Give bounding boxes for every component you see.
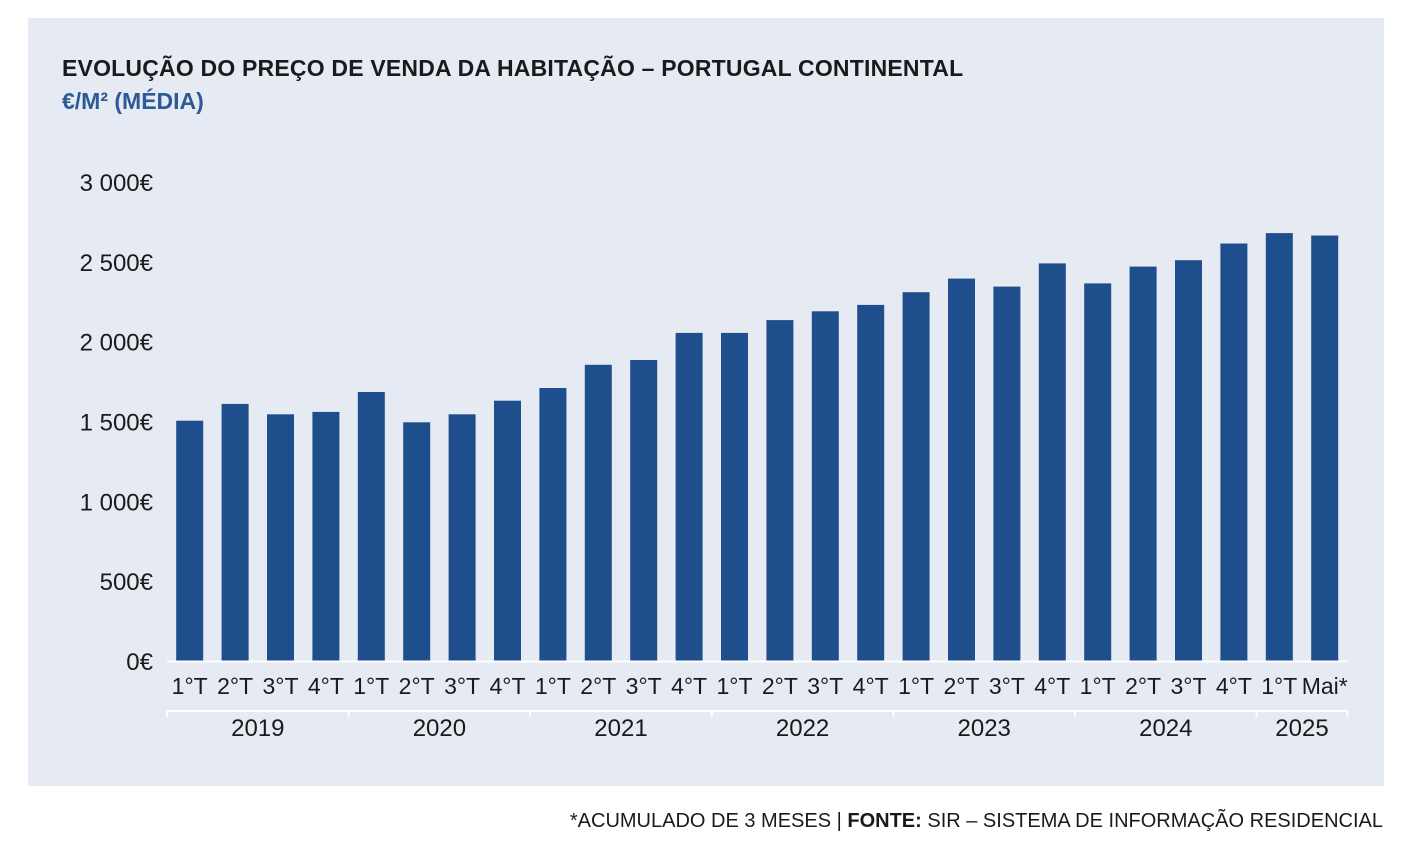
footer-note-text: *ACUMULADO DE 3 MESES |: [569, 810, 848, 832]
x-tick-label: 1°T: [716, 673, 752, 699]
bar: [721, 332, 748, 661]
bar: [1220, 243, 1248, 661]
bar: [1084, 283, 1112, 661]
group-label: 2020: [413, 715, 466, 742]
bar: [448, 414, 476, 661]
bar: [675, 332, 703, 661]
footer-source-label: FONTE:: [847, 810, 922, 832]
bar: [1038, 263, 1066, 661]
bar: [221, 403, 249, 661]
group-label: 2025: [1275, 715, 1328, 742]
x-tick-label: Mai*: [1302, 673, 1348, 699]
bar: [357, 392, 385, 661]
bar: [811, 311, 839, 661]
x-tick-label: 4°T: [1034, 673, 1070, 699]
bar: [1265, 233, 1293, 661]
x-tick-label: 2°T: [762, 673, 798, 699]
chart-subtitle: €/M² (MÉDIA): [62, 88, 204, 114]
group-label: 2023: [958, 715, 1011, 742]
bar: [176, 420, 204, 661]
group-label: 2024: [1139, 715, 1192, 742]
y-tick-label: 1 000€: [80, 489, 154, 516]
bar: [948, 278, 975, 661]
x-tick-label: 2°T: [217, 673, 253, 699]
x-tick-label: 3°T: [626, 673, 662, 699]
bar: [494, 400, 521, 661]
x-tick-label: 4°T: [489, 673, 525, 699]
x-tick-label: 3°T: [807, 673, 843, 699]
bar: [630, 360, 658, 661]
bar: [1175, 260, 1202, 661]
x-tick-label: 3°T: [1170, 673, 1206, 699]
bar: [312, 411, 340, 661]
bar: [584, 364, 612, 661]
x-tick-label: 1°T: [172, 673, 208, 699]
x-tick-label: 1°T: [535, 673, 571, 699]
bar: [539, 388, 567, 661]
x-tick-label: 3°T: [989, 673, 1025, 699]
group-label: 2022: [776, 715, 829, 742]
x-tick-label: 1°T: [1261, 673, 1297, 699]
x-tick-label: 2°T: [580, 673, 616, 699]
bar: [267, 414, 294, 661]
y-tick-label: 2 000€: [80, 330, 154, 357]
bar: [766, 320, 794, 661]
x-tick-label: 3°T: [444, 673, 480, 699]
y-tick-label: 1 500€: [80, 410, 154, 437]
x-tick-label: 3°T: [262, 673, 298, 699]
footer-note: *ACUMULADO DE 3 MESES | FONTE: SIR – SIS…: [570, 810, 1383, 833]
x-tick-label: 4°T: [1216, 673, 1252, 699]
bar: [403, 422, 431, 661]
group-label: 2019: [231, 715, 284, 742]
x-tick-label: 2°T: [943, 673, 979, 699]
y-tick-label: 500€: [100, 569, 154, 596]
x-tick-label: 1°T: [898, 673, 934, 699]
chart-panel: [28, 18, 1384, 786]
x-tick-label: 1°T: [1080, 673, 1116, 699]
y-tick-label: 2 500€: [80, 250, 154, 277]
footer-source-text: SIR – SISTEMA DE INFORMAÇÃO RESIDENCIAL: [921, 810, 1383, 832]
x-tick-label: 1°T: [353, 673, 389, 699]
bar: [1311, 235, 1339, 661]
bar: [1129, 266, 1157, 661]
y-tick-label: 3 000€: [80, 170, 154, 197]
group-label: 2021: [594, 715, 647, 742]
x-tick-label: 2°T: [1125, 673, 1161, 699]
bar: [857, 304, 885, 661]
y-tick-label: 0€: [126, 649, 153, 676]
x-tick-label: 4°T: [853, 673, 889, 699]
x-tick-label: 4°T: [671, 673, 707, 699]
x-tick-label: 2°T: [399, 673, 435, 699]
x-tick-label: 4°T: [308, 673, 344, 699]
bar: [993, 286, 1021, 661]
chart-title: EVOLUÇÃO DO PREÇO DE VENDA DA HABITAÇÃO …: [62, 55, 964, 81]
bar: [902, 292, 930, 661]
